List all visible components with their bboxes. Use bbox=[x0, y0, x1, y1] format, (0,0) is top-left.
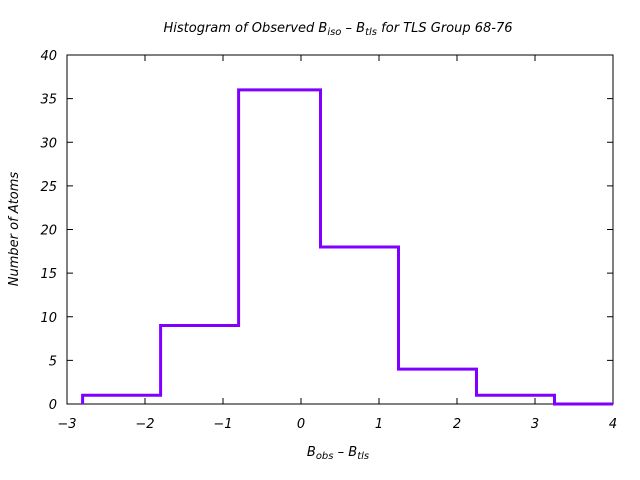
x-tick-label: −2 bbox=[135, 417, 154, 432]
y-tick-label: 20 bbox=[40, 224, 57, 239]
x-tick-label: −3 bbox=[57, 417, 76, 432]
y-tick-label: 40 bbox=[40, 49, 57, 64]
histogram-bar bbox=[161, 325, 239, 404]
y-tick-label: 15 bbox=[40, 267, 57, 282]
y-tick-label: 5 bbox=[49, 354, 57, 369]
x-axis-title: Bobs – Btls bbox=[307, 445, 369, 462]
axis-ticks bbox=[66, 54, 614, 405]
x-tick-label: 0 bbox=[297, 417, 305, 432]
histogram-bar bbox=[399, 369, 477, 404]
x-tick-label: −1 bbox=[213, 417, 232, 432]
y-tick-label: 25 bbox=[40, 180, 57, 195]
chart-title: Histogram of Observed Biso – Btls for TL… bbox=[163, 21, 512, 38]
y-tick-label: 0 bbox=[49, 398, 57, 413]
y-tick-label: 35 bbox=[40, 93, 57, 108]
histogram-bar bbox=[239, 90, 321, 404]
y-axis-title: Number of Atoms bbox=[7, 172, 22, 287]
y-tick-label: 30 bbox=[40, 136, 57, 151]
x-tick-label: 4 bbox=[609, 417, 617, 432]
x-tick-label: 2 bbox=[453, 417, 461, 432]
x-tick-label: 3 bbox=[531, 417, 539, 432]
histogram-bar bbox=[321, 247, 399, 404]
y-tick-label: 10 bbox=[40, 311, 57, 326]
plot-frame bbox=[66, 54, 614, 405]
x-tick-label: 1 bbox=[375, 417, 383, 432]
histogram-outline bbox=[81, 88, 613, 406]
histogram-bars bbox=[83, 90, 555, 404]
